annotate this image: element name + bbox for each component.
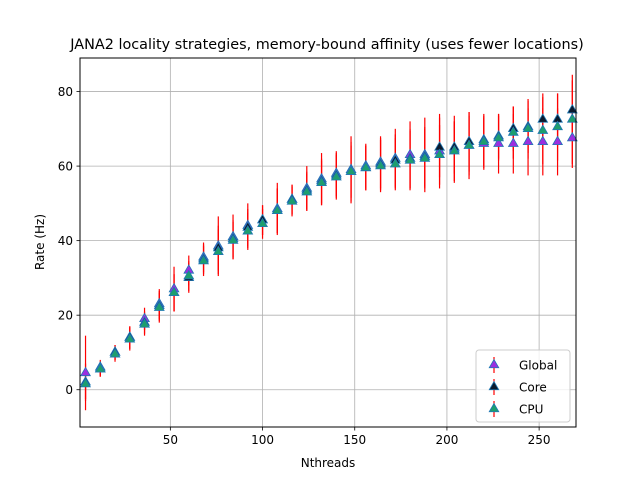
cpu-point [448, 144, 460, 155]
cpu-point [168, 286, 180, 296]
cpu-point [419, 152, 431, 162]
global-point [537, 135, 549, 146]
cpu-point [242, 225, 254, 235]
data-markers [80, 103, 578, 388]
cpu-point [109, 348, 121, 358]
cpu-point [153, 301, 165, 311]
y-tick-label: 20 [58, 309, 73, 323]
cpu-point [271, 204, 283, 214]
legend-core-marker [488, 380, 500, 391]
cpu-point [566, 113, 578, 123]
legend-cpu-label: CPU [519, 403, 543, 417]
cpu-point [227, 234, 239, 244]
cpu-point [139, 318, 151, 328]
x-tick-label: 150 [343, 433, 366, 447]
x-tick-label: 200 [435, 433, 458, 447]
cpu-point [94, 362, 106, 373]
cpu-point [198, 254, 210, 265]
global-point [80, 366, 92, 377]
x-tick-label: 50 [163, 433, 178, 447]
cpu-point [463, 139, 475, 149]
legend-cpu-marker [488, 402, 500, 413]
grid-lines [80, 58, 576, 427]
cpu-point [360, 161, 372, 172]
y-tick-label: 80 [58, 85, 73, 99]
cpu-point [404, 154, 416, 164]
cpu-point [330, 170, 342, 181]
plot-frame [79, 57, 577, 428]
x-axis-ticks: 50 100 150 200 250 [163, 427, 551, 447]
core-point [537, 113, 549, 123]
cpu-point [80, 377, 92, 388]
cpu-point [183, 269, 195, 280]
legend: Global Core CPU [475, 349, 571, 423]
cpu-point [507, 126, 519, 136]
global-point [493, 137, 505, 147]
cpu-point [301, 185, 313, 196]
legend-core-label: Core [519, 381, 547, 395]
legend-global-marker [488, 358, 500, 369]
cpu-point [522, 122, 534, 132]
x-axis-label: Nthreads [301, 456, 356, 470]
cpu-point [212, 245, 224, 255]
chart-title: JANA2 locality strategies, memory-bound … [69, 37, 583, 53]
cpu-point [389, 157, 401, 168]
cpu-point [537, 124, 549, 134]
y-axis-ticks: 0 20 40 60 80 [58, 85, 80, 397]
cpu-point [434, 148, 446, 159]
x-tick-label: 250 [528, 433, 551, 447]
y-tick-label: 60 [58, 160, 73, 174]
cpu-point [124, 333, 136, 343]
core-point [566, 103, 578, 114]
cpu-point [375, 159, 387, 170]
cpu-point [478, 135, 490, 146]
cpu-point [286, 195, 298, 205]
cpu-point [316, 176, 328, 187]
cpu-point [345, 165, 357, 175]
cpu-point [552, 120, 564, 131]
y-tick-label: 40 [58, 234, 73, 248]
x-tick-label: 100 [251, 433, 274, 447]
global-point [507, 137, 519, 147]
cpu-point [257, 217, 269, 228]
global-point [552, 135, 564, 146]
legend-global-label: Global [519, 359, 557, 373]
cpu-point [493, 131, 505, 142]
y-tick-label: 0 [65, 383, 73, 397]
legend-box [475, 349, 571, 423]
y-axis-label: Rate (Hz) [33, 214, 47, 270]
global-point [566, 131, 578, 142]
global-point [522, 135, 534, 146]
